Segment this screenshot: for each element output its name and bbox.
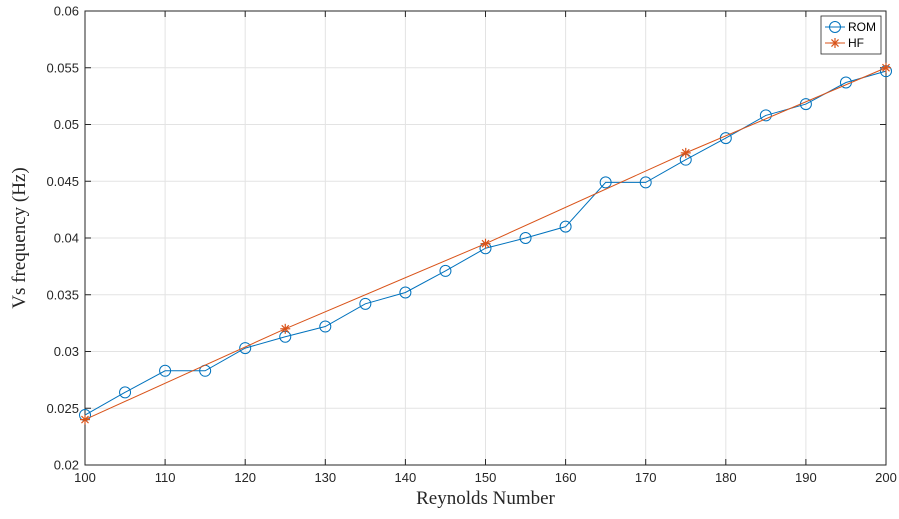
grid — [84, 10, 887, 466]
x-tick-label: 110 — [155, 470, 176, 485]
x-tick-label: 120 — [234, 470, 256, 485]
legend: ROM HF — [820, 15, 882, 55]
data-point-rom — [319, 320, 332, 333]
x-tick-label: 140 — [395, 470, 417, 485]
data-point-hf — [680, 147, 691, 158]
data-point-rom — [759, 109, 772, 122]
data-point-rom — [439, 264, 452, 277]
data-point-rom — [239, 342, 252, 355]
x-tick-label: 190 — [795, 470, 817, 485]
y-tick-label: 0.055 — [46, 60, 79, 75]
x-tick-label: 200 — [875, 470, 897, 485]
x-tick-label: 100 — [74, 470, 96, 485]
y-tick-label: 0.02 — [54, 458, 79, 473]
data-point-hf — [881, 62, 891, 73]
data-point-hf — [80, 414, 90, 425]
x-tick-label: 150 — [475, 470, 497, 485]
y-tick-label: 0.05 — [54, 117, 79, 132]
data-point-rom — [559, 220, 572, 233]
data-point-rom — [599, 176, 612, 189]
data-point-rom — [359, 297, 372, 310]
x-tick-label: 130 — [314, 470, 336, 485]
axis-ticks: 100 110 120 130 140 150 160 170 180 190 200 0.02 0.0… — [46, 4, 896, 486]
y-tick-label: 0.025 — [46, 401, 79, 416]
x-axis-title: Reynolds Number — [416, 488, 555, 509]
data-point-rom — [119, 386, 132, 399]
legend-label: HF — [848, 36, 864, 50]
y-axis-title: Vs frequency (Hz) — [9, 167, 30, 308]
x-tick-label: 180 — [715, 470, 737, 485]
data-point-rom — [519, 232, 532, 244]
legend-marker-circle — [829, 21, 841, 33]
series-hf — [80, 62, 891, 425]
legend-label: ROM — [848, 20, 876, 34]
y-tick-label: 0.045 — [46, 174, 79, 189]
data-point-rom — [399, 286, 412, 299]
x-tick-label: 170 — [635, 470, 657, 485]
data-point-hf — [280, 323, 291, 334]
legend-box — [820, 15, 882, 55]
legend-marker-asterisk — [830, 38, 840, 48]
data-point-rom — [639, 176, 652, 189]
data-point-hf — [480, 238, 491, 249]
data-point-rom — [159, 364, 172, 377]
x-tick-label: 160 — [555, 470, 577, 485]
legend-item-hf: HF — [825, 36, 864, 50]
y-tick-label: 0.04 — [54, 231, 79, 246]
series-layer — [79, 62, 892, 425]
y-tick-label: 0.035 — [46, 287, 79, 302]
legend-item-rom: ROM — [825, 20, 876, 34]
y-tick-label: 0.06 — [54, 4, 79, 19]
y-tick-label: 0.03 — [54, 344, 79, 359]
legend-items: ROM HF — [825, 20, 876, 50]
